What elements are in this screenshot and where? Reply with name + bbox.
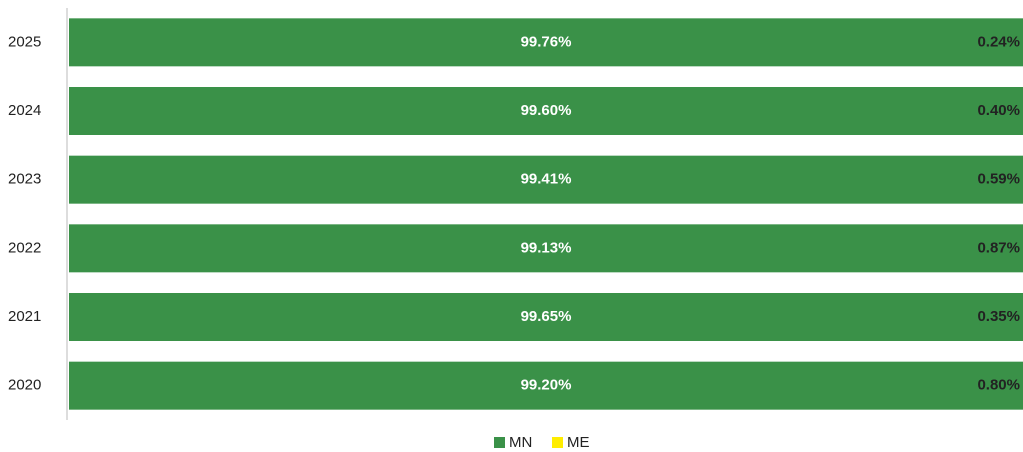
data-label: 99.20%: [521, 377, 572, 394]
data-label: 0.40%: [977, 102, 1020, 119]
legend-label: ME: [567, 434, 590, 451]
bar-segment: [69, 361, 1023, 410]
data-label: 0.24%: [977, 33, 1020, 50]
legend-swatch: [494, 437, 505, 448]
bar-segment: [69, 293, 1023, 341]
data-label: 0.87%: [977, 239, 1020, 256]
data-label: 99.41%: [521, 171, 572, 188]
data-label: 99.13%: [521, 239, 572, 256]
data-label: 0.35%: [977, 308, 1020, 325]
data-label: 99.76%: [521, 33, 572, 50]
bar-segment: [69, 18, 1023, 67]
data-label: 0.80%: [977, 377, 1020, 394]
legend-swatch: [552, 437, 563, 448]
data-label: 99.65%: [521, 308, 572, 325]
bar-segment: [69, 224, 1023, 273]
legend-label: MN: [509, 434, 532, 451]
bar-segment: [69, 87, 1023, 135]
data-label: 99.60%: [521, 102, 572, 119]
y-tick-label: 2024: [8, 102, 41, 119]
y-tick-label: 2020: [8, 377, 41, 394]
y-tick-label: 2022: [8, 239, 41, 256]
y-tick-label: 2023: [8, 171, 41, 188]
y-tick-label: 2025: [8, 33, 41, 50]
data-label: 0.59%: [977, 171, 1020, 188]
bar-segment: [69, 155, 1023, 204]
y-tick-label: 2021: [8, 308, 41, 325]
